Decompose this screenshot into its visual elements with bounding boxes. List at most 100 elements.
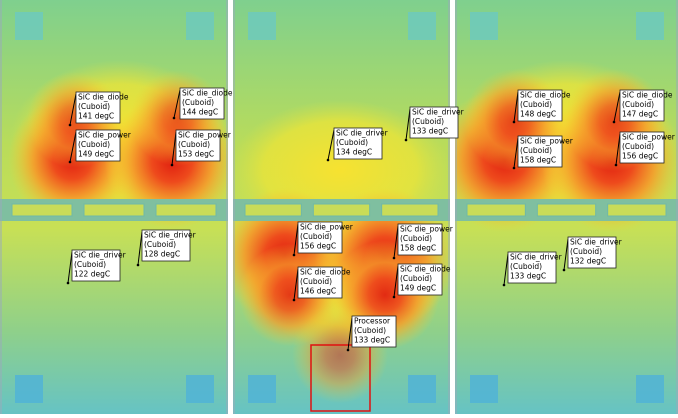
bar-inner: [381, 203, 439, 217]
label-type: (Cuboid): [520, 100, 552, 109]
label-type: (Cuboid): [300, 277, 332, 286]
probe-label: SiC die_driver(Cuboid)133 degC: [404, 106, 465, 142]
panel: [0, 0, 228, 414]
probe-point: [392, 295, 396, 299]
label-name: SiC die_power: [520, 137, 574, 146]
probe-pointer: [327, 129, 335, 161]
probe-point: [612, 120, 616, 124]
label-type: (Cuboid): [622, 100, 654, 109]
label-name: SiC die_diode: [300, 268, 351, 277]
probe-pointer: [513, 91, 519, 123]
label-temp: 156 degC: [622, 152, 658, 161]
probe-pointer: [503, 253, 509, 286]
label-type: (Cuboid): [400, 234, 432, 243]
label-temp: 133 degC: [354, 336, 390, 345]
corner-pad: [248, 12, 276, 40]
probe-label: SiC die_driver(Cuboid)128 degC: [136, 229, 197, 267]
label-temp: 149 degC: [78, 150, 114, 159]
probe-point: [404, 138, 408, 142]
label-box: [567, 236, 617, 269]
probe-pointer: [293, 268, 299, 301]
label-name: SiC die_power: [622, 133, 676, 142]
label-temp: 158 degC: [400, 244, 436, 253]
probe-point: [502, 283, 506, 287]
probe-point: [392, 256, 396, 260]
label-name: SiC die_driver: [74, 251, 127, 260]
label-temp: 148 degC: [520, 110, 556, 119]
label-name: SiC die_driver: [570, 238, 623, 247]
label-type: (Cuboid): [400, 274, 432, 283]
bar-inner: [466, 203, 526, 217]
label-type: (Cuboid): [354, 326, 386, 335]
probe-label: SiC die_diode(Cuboid)149 degC: [392, 263, 451, 299]
label-box: [619, 131, 665, 164]
corner-pad: [636, 12, 664, 40]
corner-pad: [248, 375, 276, 403]
label-type: (Cuboid): [78, 140, 110, 149]
label-temp: 122 degC: [74, 270, 110, 279]
label-temp: 141 degC: [78, 112, 114, 121]
label-name: SiC die_driver: [336, 129, 389, 138]
probe-pointer: [347, 317, 353, 351]
label-box: [397, 263, 443, 296]
label-box: [397, 223, 443, 256]
probe-label: SiC die_power(Cuboid)156 degC: [292, 221, 354, 257]
label-name: SiC die_diode: [400, 265, 451, 274]
probe-label: Processor(Cuboid)133 degC: [346, 315, 397, 352]
probe-point: [66, 281, 70, 285]
probe-pointer: [563, 238, 569, 271]
probe-label: SiC die_diode(Cuboid)147 degC: [612, 89, 673, 124]
probe-point: [172, 116, 176, 120]
label-box: [507, 251, 557, 284]
label-box: [71, 249, 121, 282]
label-name: SiC die_power: [178, 131, 232, 140]
label-temp: 158 degC: [520, 156, 556, 165]
corner-pad: [408, 375, 436, 403]
corner-pad: [186, 375, 214, 403]
bar-inner: [155, 203, 217, 217]
label-box: [619, 89, 665, 122]
probe-pointer: [171, 131, 177, 166]
bar-inner: [312, 203, 371, 217]
label-name: SiC die_diode: [78, 93, 129, 102]
label-name: SiC die_power: [300, 223, 354, 232]
corner-pad: [470, 375, 498, 403]
label-temp: 144 degC: [182, 108, 218, 117]
label-box: [297, 266, 343, 299]
probe-pointer: [393, 225, 399, 259]
label-type: (Cuboid): [622, 142, 654, 151]
bar-inner: [607, 203, 667, 217]
probe-point: [512, 120, 516, 124]
probe-point: [292, 253, 296, 257]
probe-label: SiC die_diode(Cuboid)146 degC: [292, 266, 351, 302]
probe-point: [68, 123, 72, 127]
label-temp: 156 degC: [300, 242, 336, 251]
label-box: [179, 87, 225, 120]
label-temp: 133 degC: [510, 272, 546, 281]
panel: [455, 0, 678, 414]
label-name: Processor: [354, 317, 391, 326]
probe-pointer: [137, 231, 143, 266]
label-type: (Cuboid): [182, 98, 214, 107]
label-name: SiC die_driver: [412, 108, 465, 117]
probe-label: SiC die_diode(Cuboid)148 degC: [512, 89, 571, 124]
probe-point: [614, 163, 618, 167]
processor-outline: [310, 344, 371, 412]
label-temp: 128 degC: [144, 250, 180, 259]
probe-label: SiC die_power(Cuboid)153 degC: [170, 129, 232, 167]
label-type: (Cuboid): [178, 140, 210, 149]
label-name: SiC die_power: [400, 225, 454, 234]
label-type: (Cuboid): [510, 262, 542, 271]
label-box: [333, 127, 383, 160]
corner-pad: [408, 12, 436, 40]
label-temp: 149 degC: [400, 284, 436, 293]
label-box: [409, 106, 459, 139]
corner-pad: [15, 12, 43, 40]
label-temp: 133 degC: [412, 127, 448, 136]
label-name: SiC die_diode: [622, 91, 673, 100]
corner-pad: [470, 12, 498, 40]
label-box: [141, 229, 191, 262]
probe-point: [346, 348, 350, 352]
label-name: SiC die_power: [78, 131, 132, 140]
label-box: [75, 91, 121, 124]
